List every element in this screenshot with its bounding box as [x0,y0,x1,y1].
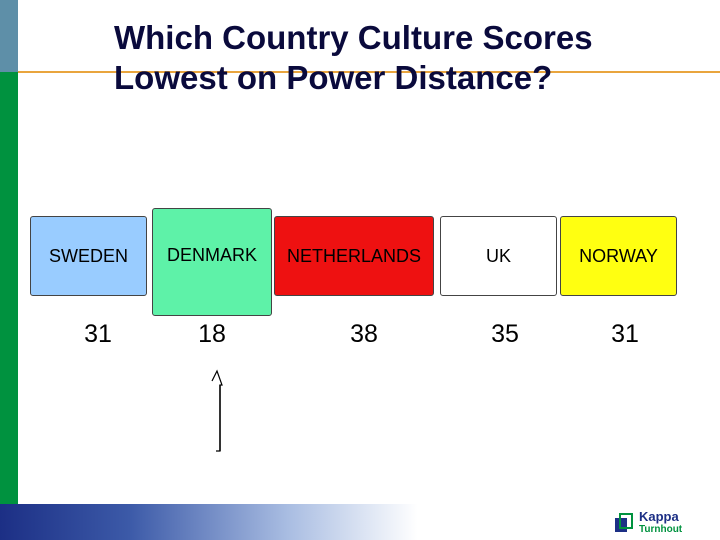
score-uk: 35 [491,320,519,348]
footer-gradient-bar [0,504,720,540]
sidebar-accent-top [0,0,18,72]
slide-title: Which Country Culture Scores Lowest on P… [114,18,593,98]
country-label: SWEDEN [48,245,128,266]
score-denmark: 18 [198,320,226,348]
country-label: DENMARK [166,244,257,265]
score-norway: 31 [611,320,639,348]
country-box-netherlands: NETHERLANDS [274,216,434,296]
score-netherlands: 38 [350,320,378,348]
country-box-norway: NORWAY [560,216,677,296]
logo-sub-text: Turnhout [639,524,683,535]
country-box-sweden: SWEDEN [30,216,147,296]
logo-brand-text: Kappa [639,509,679,524]
title-line-2: Lowest on Power Distance? [114,59,553,96]
kappa-logo-icon [615,513,633,532]
kappa-logo: Kappa Turnhout [614,508,704,538]
up-arrow-icon [211,369,223,452]
country-label: NORWAY [579,245,658,266]
score-sweden: 31 [84,320,112,348]
title-divider [18,71,720,73]
sidebar-accent-green [0,72,18,504]
country-label: NETHERLANDS [286,245,422,266]
country-label: UK [485,245,511,266]
country-box-uk: UK [440,216,557,296]
country-box-denmark: DENMARK [152,208,272,316]
title-line-1: Which Country Culture Scores [114,19,593,56]
